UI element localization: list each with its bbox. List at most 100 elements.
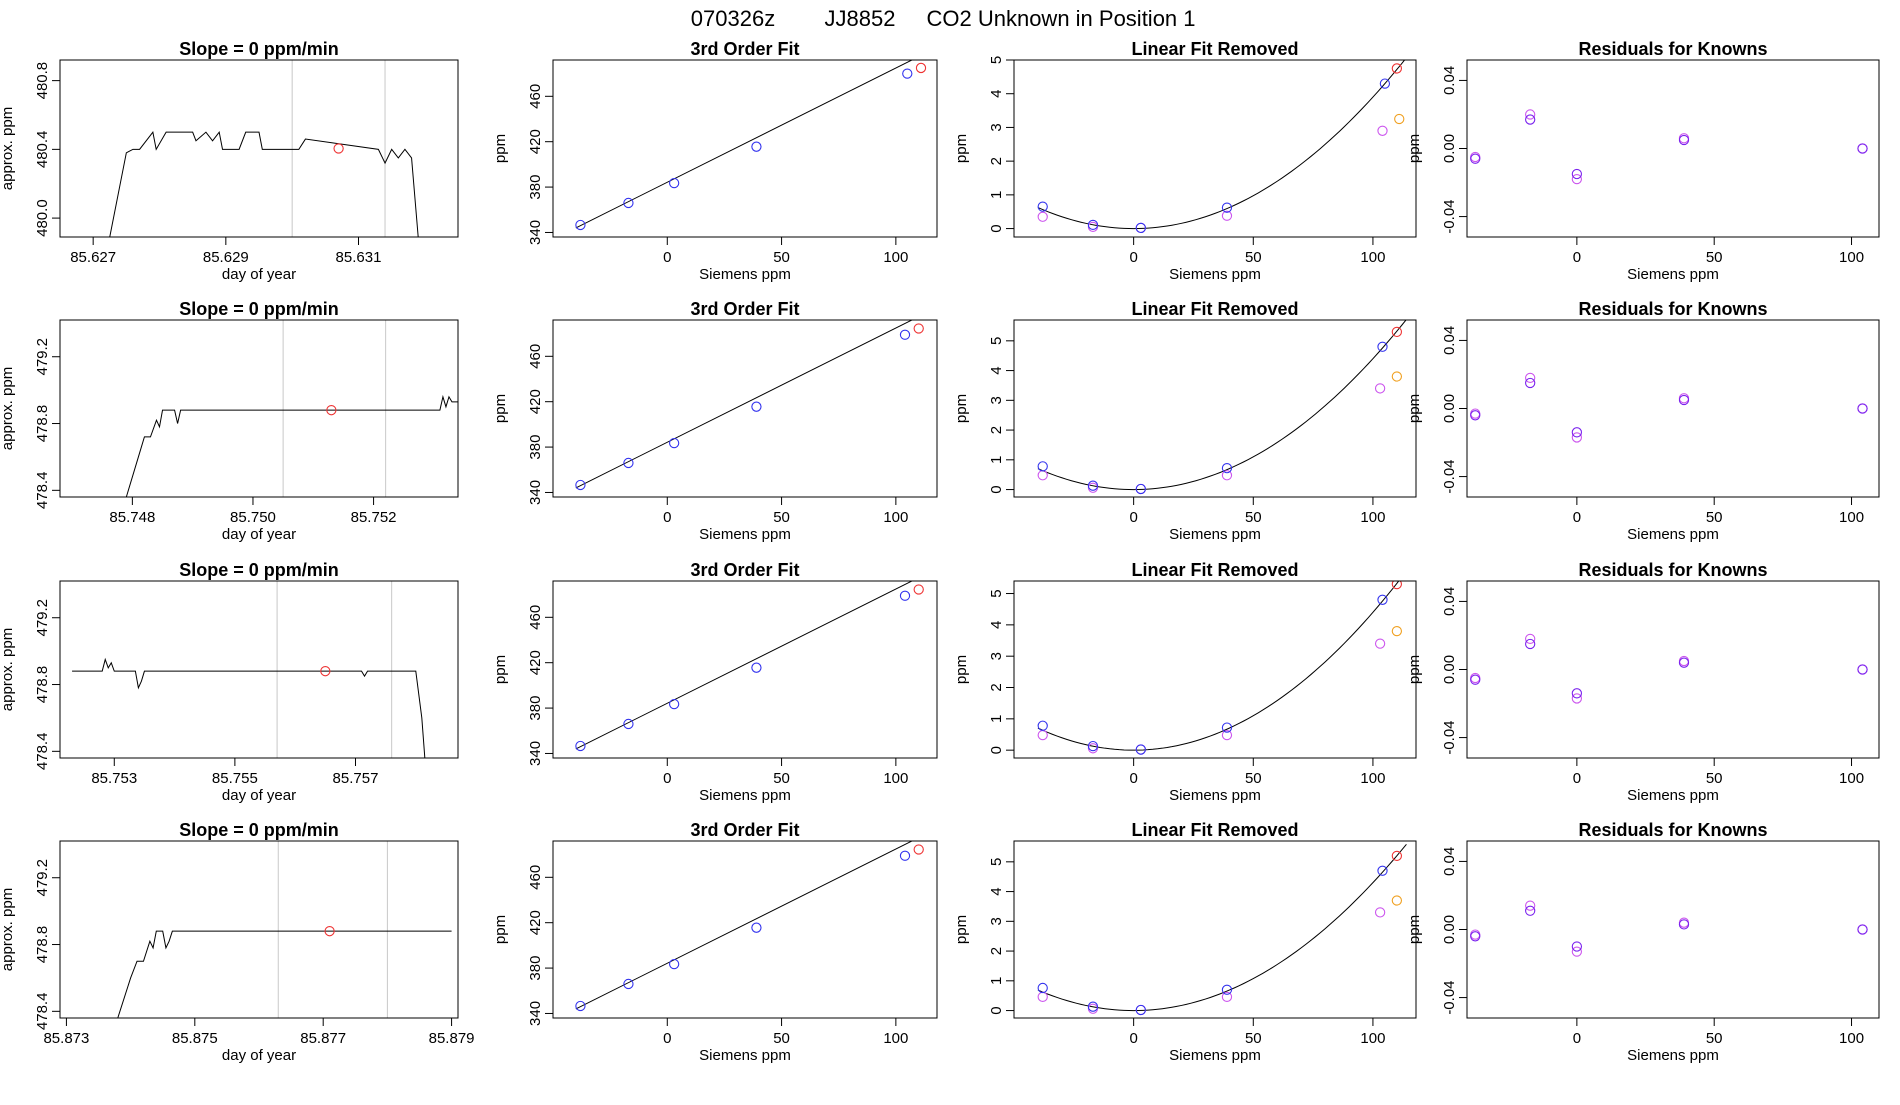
y-tick-label: 4 (988, 366, 1005, 374)
y-tick-label: 380 (527, 956, 544, 981)
chart-r2-trace: Slope = 0 ppm/min 85.748 85.750 85.752 day o… (0, 299, 459, 543)
chart-r1-linres: Linear Fit Removed 0 50 100 Siemens ppm 0 1 2 3 4… (953, 39, 1417, 283)
plot-frame (552, 840, 938, 1019)
unknown-point (1391, 326, 1403, 338)
y-tick-label: 0.04 (1441, 587, 1458, 616)
plot-frame (1466, 59, 1880, 238)
x-tick-label: 85.748 (109, 509, 155, 526)
known-point (1135, 222, 1146, 234)
residual-point (1470, 931, 1481, 942)
known-point (1087, 740, 1099, 752)
known-point (1221, 722, 1233, 733)
raw-unknown-point (1394, 113, 1405, 125)
y-tick-label: 478.4 (34, 733, 51, 771)
plot-frame (1013, 840, 1417, 1019)
y-tick-label: -0.04 (1441, 199, 1458, 233)
y-tick-label: -0.04 (1441, 720, 1458, 754)
plot-frame (552, 319, 938, 498)
y-tick-label: 0.00 (1441, 655, 1458, 684)
y-tick-label: 340 (527, 480, 544, 505)
residual-point (1857, 143, 1868, 154)
y-axis-label: ppm (1406, 655, 1423, 684)
known-point (899, 850, 911, 861)
known-point (1379, 78, 1391, 89)
y-tick-label: 479.2 (34, 338, 51, 376)
x-axis-label: Siemens ppm (699, 787, 791, 804)
x-tick-label: 0 (1573, 249, 1581, 266)
unknown-point (913, 584, 924, 595)
known-point (751, 141, 762, 152)
known-point (1037, 461, 1048, 472)
x-tick-label: 0 (1573, 770, 1581, 787)
known-point (1221, 984, 1233, 995)
y-tick-label: 0.00 (1441, 394, 1458, 423)
y-tick-label: 3 (988, 652, 1005, 660)
chart-title: 3rd Order Fit (690, 39, 799, 59)
measured-point (1037, 470, 1048, 481)
measured-point (1087, 743, 1099, 754)
y-tick-label: 478.8 (34, 405, 51, 443)
plot-frame (1013, 59, 1417, 238)
x-tick-label: 100 (1360, 509, 1385, 526)
known-point (575, 219, 586, 231)
known-point (751, 401, 762, 412)
fit-curve (1037, 581, 1400, 751)
x-axis-label: Siemens ppm (1169, 1047, 1261, 1064)
x-tick-label: 85.879 (429, 1030, 475, 1047)
chart-r2-linres: Linear Fit Removed 0 50 100 Siemens ppm 0 1 2 3 4… (953, 299, 1417, 543)
x-axis-label: Siemens ppm (699, 526, 791, 543)
y-tick-label: 478.4 (34, 993, 51, 1031)
x-axis-label: Siemens ppm (1627, 1047, 1719, 1064)
x-tick-label: 50 (1706, 770, 1723, 787)
known-point (623, 718, 634, 730)
chart-title: Residuals for Knowns (1578, 820, 1767, 840)
known-point (751, 662, 762, 673)
chart-r3-trace: Slope = 0 ppm/min 85.753 85.755 85.757 day o… (0, 560, 459, 804)
known-point (902, 68, 913, 79)
residual-point (1470, 674, 1481, 685)
x-axis-label: day of year (222, 526, 296, 543)
residual-point (1571, 941, 1583, 952)
x-tick-label: 100 (1360, 770, 1385, 787)
x-tick-label: 50 (1706, 509, 1723, 526)
y-axis-label: ppm (492, 134, 509, 163)
residual-point (1525, 905, 1536, 916)
chart-r2-resid: Residuals for Knowns 0 50 100 Siemens ppm -0.… (1406, 299, 1880, 543)
y-tick-label: 340 (527, 220, 544, 245)
residual-point (1525, 900, 1536, 911)
measured-point (1087, 1003, 1099, 1014)
chart-r3-linres: Linear Fit Removed 0 50 100 Siemens ppm 0 1 2 3 4… (953, 560, 1417, 804)
x-axis-label: Siemens ppm (1169, 526, 1261, 543)
plot-frame (1013, 580, 1417, 759)
trace-line (72, 657, 426, 758)
x-tick-label: 100 (883, 770, 908, 787)
y-tick-label: 460 (527, 344, 544, 369)
unknown-point (915, 62, 927, 74)
plot-frame (552, 59, 938, 238)
y-tick-label: 3 (988, 396, 1005, 404)
known-point (1037, 201, 1048, 212)
fit-curve (1037, 60, 1406, 230)
chart-r1-fit: 3rd Order Fit 0 50 100 Siemens ppm 340 380 420 4… (492, 39, 938, 283)
chart-title: Residuals for Knowns (1578, 299, 1767, 319)
chart-plot-area (1037, 320, 1407, 495)
trace-line (117, 930, 452, 1018)
y-axis-label: approx. ppm (0, 107, 16, 190)
y-tick-label: 480.4 (34, 131, 51, 169)
measured-point (1037, 211, 1048, 222)
x-tick-label: 0 (1129, 249, 1137, 266)
chart-title: 3rd Order Fit (690, 820, 799, 840)
chart-r4-fit: 3rd Order Fit 0 50 100 Siemens ppm 340 380 420 4… (492, 820, 938, 1064)
known-point (575, 1000, 586, 1012)
x-tick-label: 0 (1129, 509, 1137, 526)
known-point (668, 177, 680, 189)
residual-point (1525, 638, 1536, 650)
y-tick-label: 480.0 (34, 199, 51, 237)
known-point (623, 197, 634, 209)
residual-point (1525, 633, 1536, 645)
chart-title: 3rd Order Fit (690, 299, 799, 319)
residual-point (1571, 168, 1583, 180)
residual-point (1857, 664, 1868, 675)
chart-plot-area (117, 841, 452, 1018)
